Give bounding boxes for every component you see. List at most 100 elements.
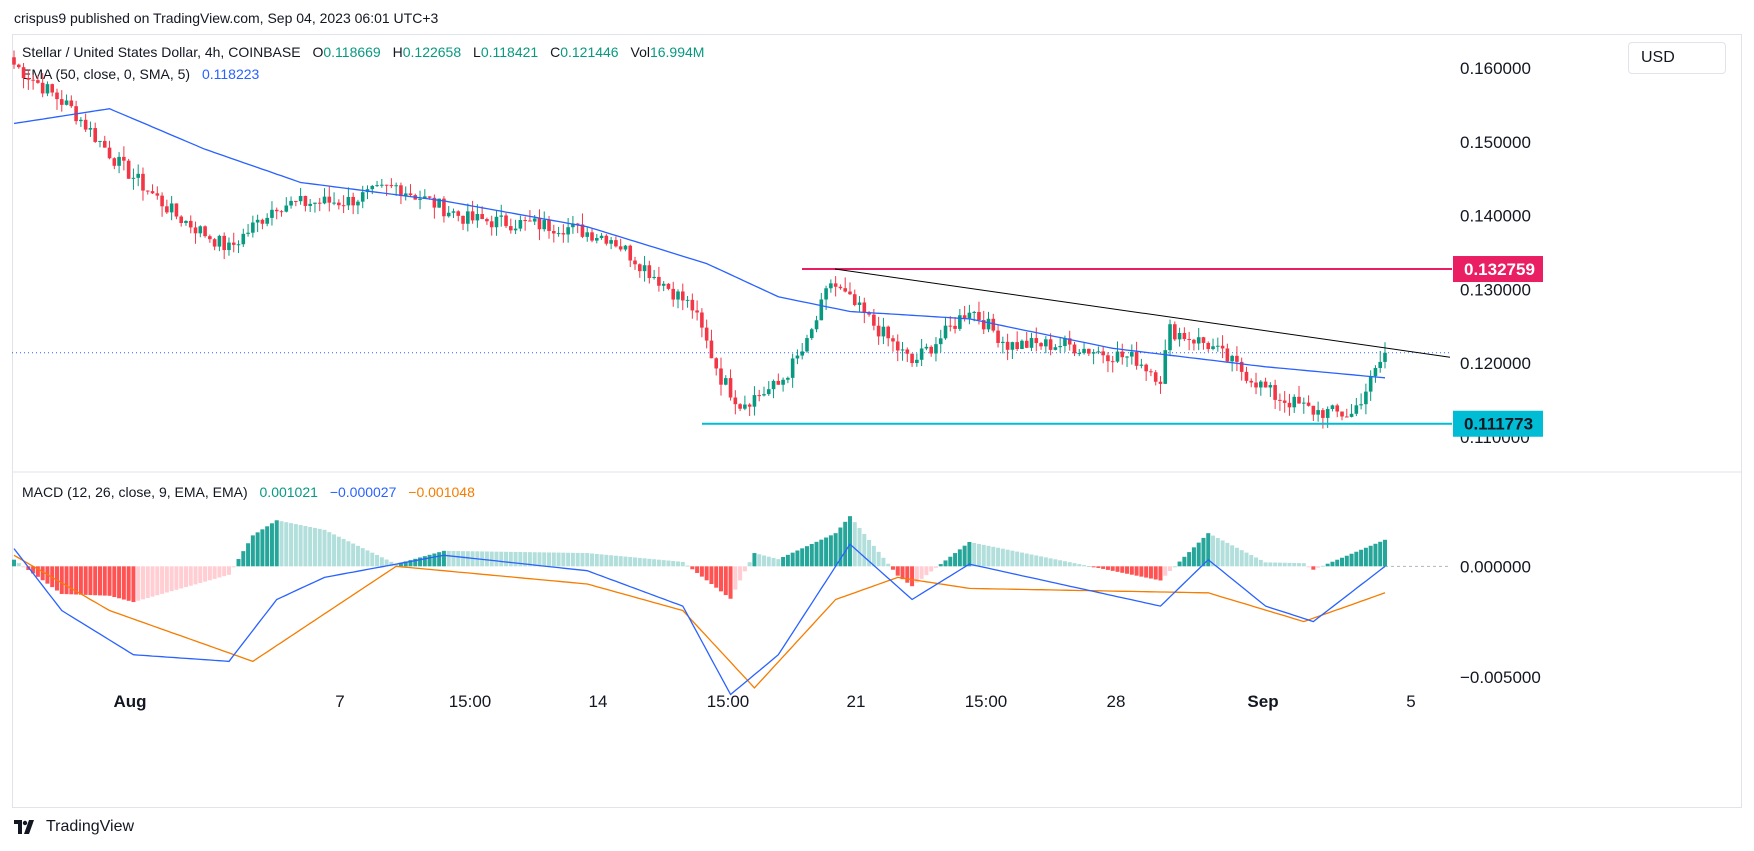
candle-body <box>50 84 55 93</box>
candle-body <box>833 283 838 287</box>
candle-body <box>427 196 432 198</box>
macd-histogram-bar <box>900 566 905 580</box>
candle-body <box>241 233 246 245</box>
candle-body <box>279 211 284 213</box>
macd-histogram-bar <box>413 558 418 567</box>
macd-histogram-bar <box>226 566 231 575</box>
candle-body <box>489 221 494 228</box>
candle-body <box>169 203 174 213</box>
macd-histogram-bar <box>1091 566 1096 568</box>
candle-body <box>403 193 408 197</box>
macd-histogram-bar <box>709 566 714 584</box>
candle-body <box>26 78 31 80</box>
macd-histogram-bar <box>781 556 786 567</box>
close-value: 0.121446 <box>560 44 619 60</box>
candle-body <box>16 64 21 68</box>
macd-histogram-bar <box>1062 561 1067 567</box>
candle-body <box>141 173 145 191</box>
candle-body <box>1153 372 1158 382</box>
macd-histogram-bar <box>1010 550 1015 567</box>
macd-histogram-bar <box>523 552 528 567</box>
candle-body <box>155 193 160 196</box>
candle-body <box>1029 338 1034 348</box>
macd-histogram-bar <box>31 566 36 574</box>
macd-histogram-bar <box>881 557 886 567</box>
candle-body <box>585 232 590 237</box>
macd-histogram-bar <box>1335 559 1340 567</box>
macd-histogram-bar <box>1019 552 1024 567</box>
candle-body <box>31 79 35 81</box>
candle-body <box>55 92 59 100</box>
macd-label[interactable]: MACD (12, 26, close, 9, EMA, EMA) <box>22 484 248 500</box>
macd-histogram-bar <box>317 528 322 567</box>
macd-histogram-bar <box>231 566 236 568</box>
candle-body <box>1301 402 1306 404</box>
currency-selector[interactable]: USD <box>1628 42 1726 74</box>
candle-body <box>1082 348 1086 354</box>
macd-histogram-bar <box>1034 555 1039 567</box>
macd-histogram-bar <box>1368 545 1373 567</box>
candle-body <box>819 299 824 321</box>
candle-body <box>1359 404 1363 406</box>
candle-body <box>862 302 867 313</box>
macd-histogram-bar <box>1201 537 1206 567</box>
candle-body <box>193 227 198 234</box>
time-tick-label: 14 <box>589 692 608 711</box>
candle-body <box>64 100 69 105</box>
candle-body <box>666 283 671 289</box>
candle-body <box>996 330 1000 343</box>
macd-histogram-bar <box>327 532 332 567</box>
candle-body <box>79 119 83 122</box>
candle-body <box>270 209 274 218</box>
macd-signal-line <box>13 554 1386 689</box>
price-tick-label: 0.130000 <box>1460 280 1531 299</box>
candle-body <box>924 346 929 349</box>
high-label: H <box>392 44 403 60</box>
macd-histogram-bar <box>88 566 93 596</box>
candle-body <box>1330 405 1335 410</box>
candle-body <box>943 325 948 339</box>
candle-body <box>1044 339 1048 347</box>
candle-body <box>461 215 465 224</box>
time-tick-label: 7 <box>335 692 344 711</box>
candle-body <box>953 325 957 329</box>
macd-signal-value: −0.001048 <box>408 484 475 500</box>
macd-histogram-bar <box>1225 542 1230 567</box>
candle-body <box>231 242 236 245</box>
macd-histogram-bar <box>905 566 910 583</box>
candle-body <box>766 389 771 395</box>
macd-histogram-bar <box>150 566 155 597</box>
candle-body <box>1282 400 1287 403</box>
ema-label[interactable]: EMA (50, close, 0, SMA, 5) <box>22 66 191 82</box>
macd-histogram-bar <box>408 560 413 567</box>
candle-body <box>370 185 375 190</box>
candle-body <box>571 223 575 228</box>
macd-histogram-bar <box>422 556 427 567</box>
candle-body <box>150 191 155 194</box>
macd-histogram-bar <box>1096 566 1101 568</box>
macd-histogram-bar <box>991 546 996 567</box>
candle-body <box>671 288 676 300</box>
macd-histogram-bar <box>1340 557 1345 567</box>
macd-histogram-bar <box>1325 563 1330 567</box>
macd-histogram-bar <box>169 566 174 592</box>
symbol-label[interactable]: Stellar / United States Dollar, 4h, COIN… <box>22 44 301 60</box>
macd-histogram-bar <box>1000 548 1005 567</box>
macd-line-value: −0.000027 <box>329 484 397 500</box>
macd-histogram-bar <box>1277 562 1282 567</box>
candle-body <box>360 192 365 202</box>
macd-histogram-bar <box>179 566 184 589</box>
price-tick-label: 0.140000 <box>1460 207 1531 226</box>
macd-histogram-bar <box>1383 539 1387 567</box>
macd-histogram-bar <box>671 561 676 567</box>
candle-body <box>1005 341 1010 350</box>
candle-body <box>303 195 308 206</box>
footer-brand[interactable]: TradingView <box>46 818 135 835</box>
candle-body <box>1206 342 1211 350</box>
macd-histogram-bar <box>585 553 590 567</box>
macd-histogram-bar <box>824 537 829 567</box>
candle-body <box>1278 399 1282 401</box>
macd-histogram-bar <box>690 566 695 570</box>
candle-body <box>614 240 618 247</box>
